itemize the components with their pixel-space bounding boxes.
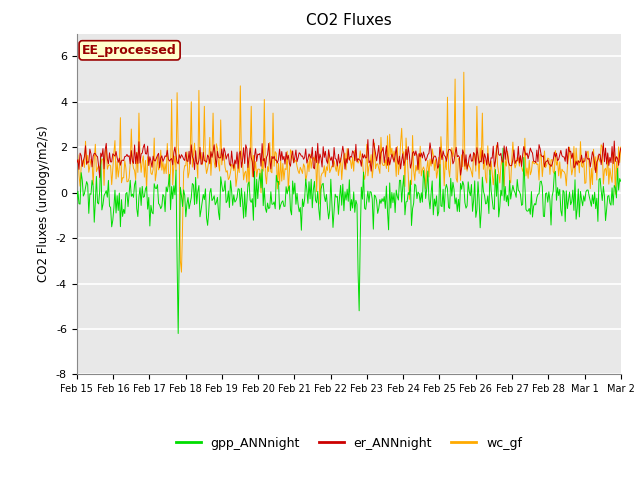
Title: CO2 Fluxes: CO2 Fluxes (306, 13, 392, 28)
Y-axis label: CO2 Fluxes (urology/m2/s): CO2 Fluxes (urology/m2/s) (37, 126, 51, 282)
Legend: gpp_ANNnight, er_ANNnight, wc_gf: gpp_ANNnight, er_ANNnight, wc_gf (171, 432, 527, 455)
Text: EE_processed: EE_processed (82, 44, 177, 57)
